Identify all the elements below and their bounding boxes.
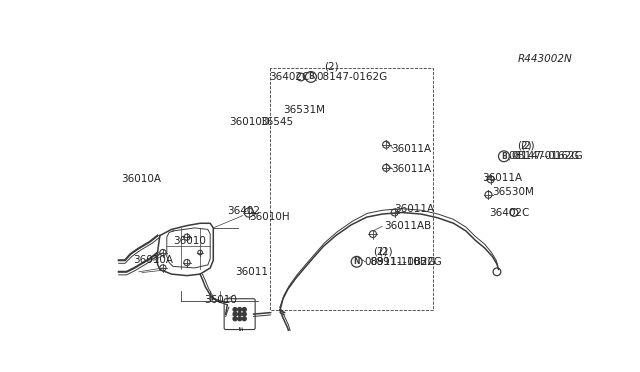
Text: 36545: 36545 [260, 118, 294, 127]
Circle shape [243, 312, 246, 316]
Text: 08911-10B2G: 08911-10B2G [371, 257, 442, 267]
Text: 36531M: 36531M [283, 105, 325, 115]
Text: 36010D: 36010D [230, 118, 271, 127]
Text: 36010A: 36010A [132, 255, 173, 265]
Circle shape [233, 317, 237, 321]
Text: 36011A: 36011A [392, 164, 431, 174]
Circle shape [237, 312, 241, 316]
Text: 36011A: 36011A [395, 205, 435, 214]
Text: 36011: 36011 [235, 267, 268, 277]
Text: 36010: 36010 [173, 236, 206, 246]
Text: 36010A: 36010A [121, 174, 161, 185]
Circle shape [233, 308, 237, 311]
Text: 36402C: 36402C [489, 208, 529, 218]
Circle shape [237, 308, 241, 311]
Text: (2): (2) [324, 61, 339, 71]
Ellipse shape [247, 344, 266, 353]
Text: (2): (2) [373, 246, 388, 256]
Text: 36010H: 36010H [249, 212, 289, 222]
Text: 36011AB: 36011AB [384, 221, 431, 231]
Text: N: N [353, 257, 360, 266]
Text: 36530M: 36530M [492, 187, 534, 198]
FancyBboxPatch shape [224, 299, 255, 330]
Text: 36011A: 36011A [392, 144, 431, 154]
Circle shape [243, 308, 246, 311]
Text: (2): (2) [378, 246, 393, 256]
Text: R443002N: R443002N [518, 54, 573, 64]
Text: 08147-0162G: 08147-0162G [316, 72, 388, 82]
Circle shape [237, 317, 241, 321]
Text: 36402: 36402 [227, 206, 260, 216]
Text: (2): (2) [517, 141, 532, 151]
Circle shape [233, 312, 237, 316]
Circle shape [243, 317, 246, 321]
Text: 36010: 36010 [205, 295, 237, 305]
Text: 36402C: 36402C [269, 72, 310, 82]
Text: B: B [308, 73, 314, 81]
Text: B: B [501, 152, 507, 161]
Text: (2): (2) [520, 141, 535, 151]
Text: 0B147-0162G: 0B147-0162G [511, 151, 584, 161]
Text: 08147-0162G: 08147-0162G [509, 151, 580, 161]
Text: 36011A: 36011A [482, 173, 522, 183]
Text: 08911-10B2G: 08911-10B2G [364, 257, 436, 267]
